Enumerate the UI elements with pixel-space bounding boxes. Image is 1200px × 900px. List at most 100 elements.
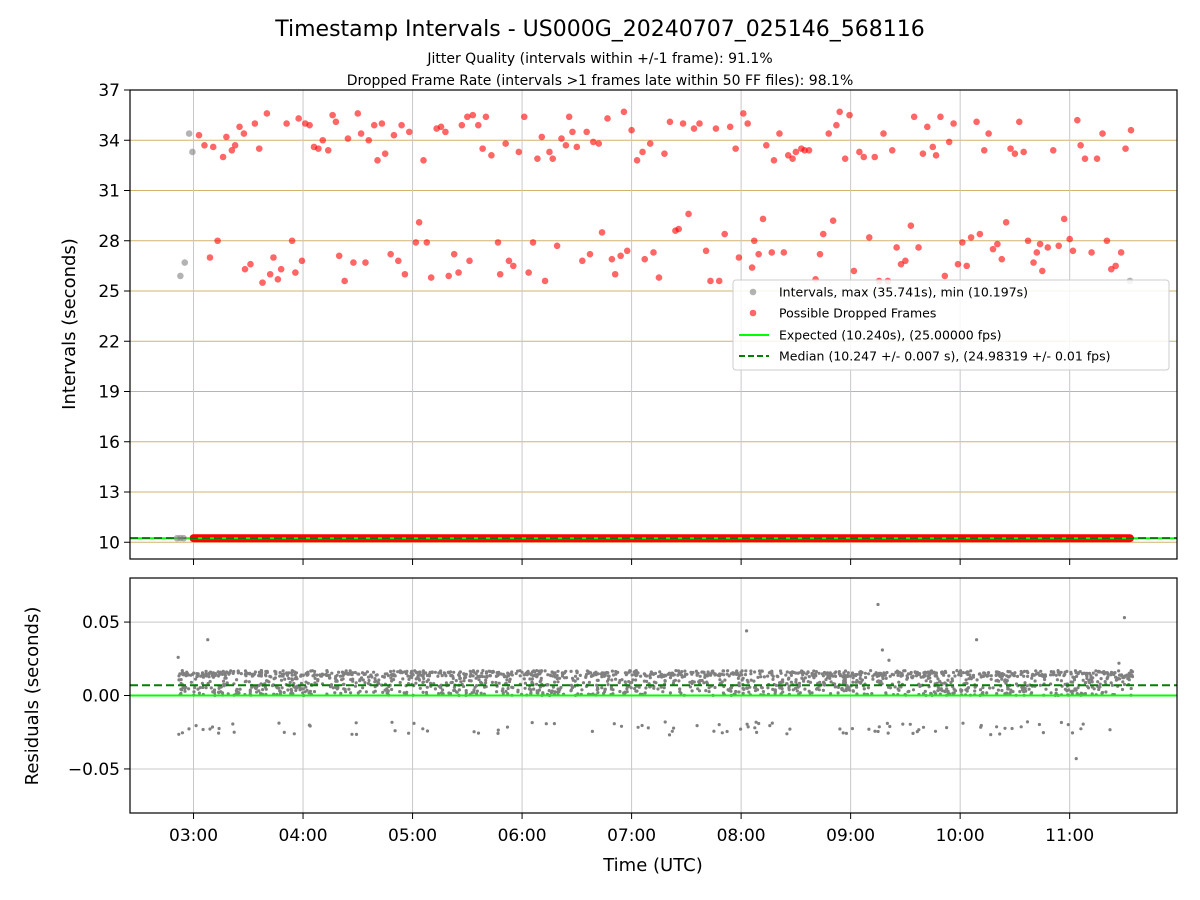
residual-point [585,672,589,676]
residual-point [902,669,906,673]
residual-point [883,673,887,677]
residual-point [1103,680,1107,684]
residual-point [795,689,799,693]
dropped-frame-point [241,265,249,273]
residual-point [744,669,748,673]
residual-point [1063,687,1067,691]
residual-point [508,677,512,681]
dropped-frame-point [816,250,824,258]
residual-point [421,680,425,684]
residual-point [452,670,456,674]
residual-point [1117,669,1121,673]
residuals-y-tick-label: −0.05 [68,760,120,780]
dropped-frame-point [251,120,259,127]
residual-point [576,677,580,681]
residual-point [289,687,293,692]
intervals-x-ticks [193,559,1071,565]
residual-point [325,670,329,674]
residual-point [662,686,666,690]
residual-point [441,692,445,696]
residual-point [1031,672,1035,677]
residual-point [553,671,557,675]
residual-point [528,672,532,676]
residual-point [611,688,615,692]
dropped-frame-point [482,113,490,121]
residual-point [854,680,858,684]
residual-point [294,688,298,693]
residual-point [212,688,217,692]
residual-point [406,674,410,678]
dropped-frame-point [558,135,565,142]
residual-point [663,720,667,724]
interval-point [185,130,193,137]
residual-point [298,685,302,690]
residual-point [1129,686,1133,691]
dropped-frame-point [1055,242,1063,250]
residual-point [877,725,881,729]
residual-point [255,685,259,689]
residual-point [606,683,610,687]
residual-point [204,669,208,674]
dropped-frame-point [474,121,482,129]
residual-point [312,674,316,678]
residual-point [1041,731,1045,735]
residual-point [986,673,990,678]
residual-point [841,731,845,735]
residual-point [518,674,522,678]
residual-point [543,669,547,673]
dropped-frame-point [661,150,668,157]
intervals-y-tick-label: 10 [98,533,120,553]
residual-point [775,674,779,678]
residual-point [698,674,702,678]
residual-point [495,690,499,694]
dropped-frame-point [675,225,682,233]
residual-point [766,674,770,678]
residual-point [612,722,616,726]
residual-point [484,678,488,682]
residual-point [1025,720,1030,724]
dropped-frame-point [1066,235,1073,243]
residual-point [556,669,560,673]
chart-title: Timestamp Intervals - US000G_20240707_02… [274,17,924,42]
dropped-frame-point [1036,240,1044,248]
residual-point [757,669,762,673]
dropped-frame-point [967,234,975,241]
residual-point [556,680,560,684]
residual-point [559,685,563,690]
residual-point [843,673,847,677]
residual-point [989,733,993,737]
residual-point [808,691,812,695]
residual-point [580,688,584,692]
residual-point [1051,672,1055,676]
residual-point [695,673,699,677]
residual-point [593,671,597,675]
residual-point [755,730,759,735]
residual-point [707,686,711,690]
residual-point [277,721,281,725]
residual-point [659,685,663,689]
residual-point [986,671,991,675]
intervals-y-tick-label: 37 [98,81,120,101]
residual-point [749,678,753,682]
residual-point [537,688,542,692]
residual-point [184,685,188,690]
residual-point [859,673,863,677]
residual-point [720,731,724,735]
residual-point [222,682,226,687]
residual-point [250,672,255,676]
residual-point [192,671,196,675]
residual-point [369,673,373,677]
residual-point [523,681,528,685]
dropped-frame-point [1049,147,1057,154]
residual-point [476,669,480,673]
dropped-frame-point [768,249,776,256]
residual-point [709,673,713,677]
residual-point [884,691,888,695]
residual-point [462,679,466,683]
residual-point [1019,725,1023,729]
residual-point [754,720,758,724]
dropped-frame-point [748,264,756,271]
residual-point [900,673,904,677]
residual-point [644,674,648,678]
